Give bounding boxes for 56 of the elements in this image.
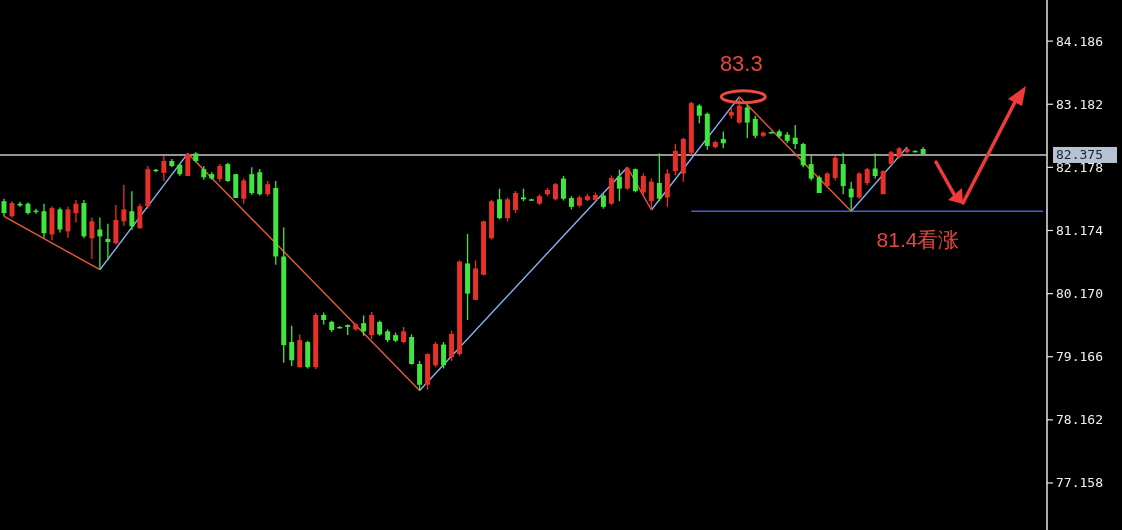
candlestick — [361, 314, 367, 337]
y-tick-label: 78.162 — [1056, 412, 1103, 428]
candlestick — [129, 190, 135, 231]
candlestick — [664, 168, 670, 208]
candlestick — [752, 115, 758, 139]
candlestick — [632, 167, 638, 194]
candlestick — [513, 190, 518, 214]
candlestick — [225, 162, 231, 183]
candlestick — [497, 187, 502, 221]
candlestick — [656, 152, 662, 202]
candlestick — [369, 311, 375, 340]
annotation: 81.4看涨 — [876, 228, 960, 251]
candlestick — [249, 166, 255, 196]
candlestick — [441, 341, 447, 370]
candlestick — [640, 172, 646, 197]
candlestick — [257, 168, 263, 197]
candlestick — [289, 325, 295, 367]
candlestick — [848, 181, 854, 212]
candlestick — [449, 330, 455, 362]
candlestick — [808, 154, 814, 182]
y-tick-label: 79.166 — [1056, 349, 1103, 365]
candlestick — [65, 206, 71, 239]
candlestick — [792, 124, 798, 150]
candlestick — [433, 341, 439, 368]
candlestick — [744, 104, 750, 139]
candlestick — [105, 223, 111, 261]
candlestick — [872, 152, 878, 180]
candlestick — [73, 199, 79, 224]
annotation: 83.3 — [719, 50, 763, 76]
candlestick — [121, 184, 127, 227]
candlestick — [840, 152, 846, 195]
candlestick — [560, 175, 566, 202]
candlestick — [856, 171, 862, 200]
candlestick — [832, 155, 838, 182]
candlestick — [505, 196, 510, 222]
candlestick — [672, 143, 678, 177]
candlestick — [800, 142, 806, 168]
candlestick — [57, 206, 63, 234]
y-tick-label: 84.186 — [1056, 33, 1103, 49]
y-tick-label: 83.182 — [1056, 96, 1103, 112]
candlestick — [417, 360, 423, 392]
candlestick — [41, 203, 47, 239]
candlestick — [616, 169, 622, 202]
candlestick — [89, 216, 95, 260]
candlestick — [624, 166, 630, 191]
candlestick — [696, 103, 702, 124]
candlestick — [137, 203, 143, 230]
candlestick — [97, 216, 103, 271]
candlestick — [241, 177, 247, 205]
y-tick-label: 80.170 — [1056, 286, 1103, 302]
candlestick — [161, 155, 167, 182]
candlestick — [736, 96, 742, 125]
y-tick-label: 77.158 — [1056, 475, 1103, 491]
candlestick — [648, 177, 654, 211]
y-tick-label: 81.174 — [1056, 222, 1104, 238]
candlestick — [113, 204, 119, 246]
